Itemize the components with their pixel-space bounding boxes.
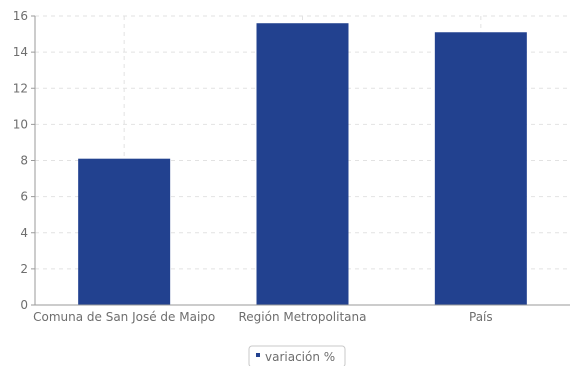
y-tick-label: 16 — [13, 9, 28, 23]
y-tick-label: 12 — [13, 81, 28, 95]
legend[interactable]: variación % — [248, 345, 346, 366]
y-tick-label: 6 — [20, 190, 28, 204]
x-tick-label: Comuna de San José de Maipo — [33, 310, 215, 324]
legend-label: variación % — [265, 350, 335, 364]
y-tick-label: 14 — [13, 45, 28, 59]
y-tick-label: 4 — [20, 226, 28, 240]
bar[interactable] — [434, 32, 527, 305]
bar[interactable] — [256, 23, 349, 305]
y-tick-label: 2 — [20, 262, 28, 276]
y-tick-label: 10 — [13, 117, 28, 131]
y-tick-label: 0 — [20, 298, 28, 312]
legend-swatch — [256, 353, 260, 357]
bar[interactable] — [78, 158, 171, 305]
y-tick-label: 8 — [20, 154, 28, 168]
x-tick-label: Región Metropolitana — [239, 310, 367, 324]
bars — [78, 23, 527, 305]
x-tick-labels: Comuna de San José de Maipo Región Metrop… — [33, 310, 493, 324]
y-tick-labels: 0 2 4 6 8 10 12 14 16 — [13, 9, 35, 312]
x-tick-label: País — [469, 310, 493, 324]
legend-box — [248, 345, 346, 366]
